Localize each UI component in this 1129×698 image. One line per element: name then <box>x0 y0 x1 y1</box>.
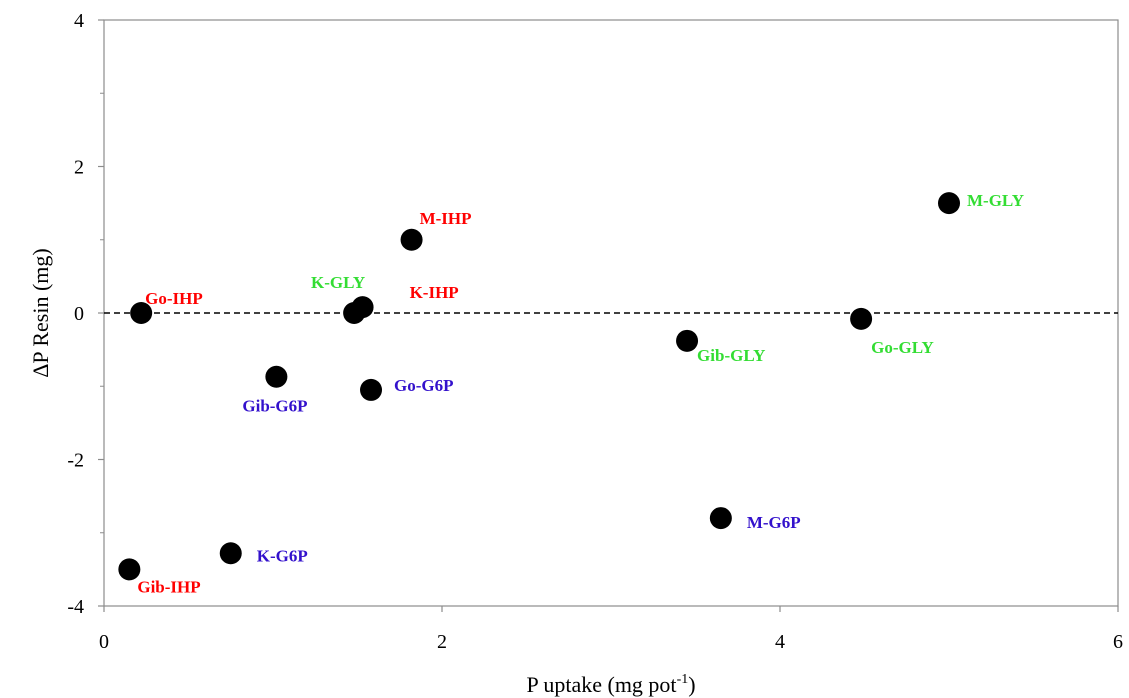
y-axis-ticks: -4 -2 0 2 4 <box>67 10 104 618</box>
point-label-m-ihp: M-IHP <box>420 209 472 228</box>
y-tick-label: -4 <box>67 596 84 618</box>
y-tick-label: 0 <box>74 303 84 325</box>
data-point-go-g6p <box>360 378 383 401</box>
x-tick-label: 2 <box>437 631 447 653</box>
point-label-gib-g6p: Gib-G6P <box>242 397 307 416</box>
x-tick-label: 6 <box>1113 631 1123 653</box>
x-axis-title-close: ) <box>688 672 695 697</box>
x-axis-title: P uptake (mg pot-1) <box>526 672 695 697</box>
point-labels: Go-IHP Gib-IHP K-IHP M-IHP K-GLY Gib-GLY Go-GL… <box>137 191 1024 596</box>
y-tick-label: 4 <box>74 10 84 32</box>
data-point-m-gly <box>938 192 960 215</box>
point-label-k-g6p: K-G6P <box>257 546 308 565</box>
data-point-gib-gly <box>676 329 699 352</box>
y-tick-label: 2 <box>74 157 84 179</box>
data-point-go-gly <box>850 307 873 330</box>
point-label-go-ihp: Go-IHP <box>145 289 203 308</box>
x-axis-title-main: P uptake (mg pot <box>526 672 676 697</box>
point-label-gib-gly: Gib-GLY <box>697 346 765 365</box>
data-point-go-ihp <box>130 302 153 324</box>
y-axis-title: ΔP Resin (mg) <box>28 248 53 377</box>
y-tick-label: -2 <box>67 450 84 472</box>
x-tick-label: 4 <box>775 631 785 653</box>
data-point-gib-g6p <box>265 365 288 388</box>
x-axis-ticks: 0 2 4 6 <box>99 606 1123 653</box>
point-label-k-gly: K-GLY <box>311 273 365 292</box>
x-axis-title-superscript: -1 <box>677 672 689 687</box>
data-point-gib-ihp <box>118 558 141 581</box>
data-point-m-ihp <box>400 228 423 251</box>
point-label-go-gly: Go-GLY <box>871 338 934 357</box>
point-label-gib-ihp: Gib-IHP <box>137 577 200 596</box>
data-points <box>118 192 960 581</box>
data-point-m-g6p <box>709 507 732 530</box>
point-label-m-g6p: M-G6P <box>747 513 801 532</box>
x-tick-label: 0 <box>99 631 109 653</box>
point-label-m-gly: M-GLY <box>967 191 1024 210</box>
point-label-k-ihp: K-IHP <box>410 283 459 302</box>
data-point-k-g6p <box>219 542 242 565</box>
data-point-k-gly <box>343 302 366 324</box>
point-label-go-g6p: Go-G6P <box>394 376 454 395</box>
